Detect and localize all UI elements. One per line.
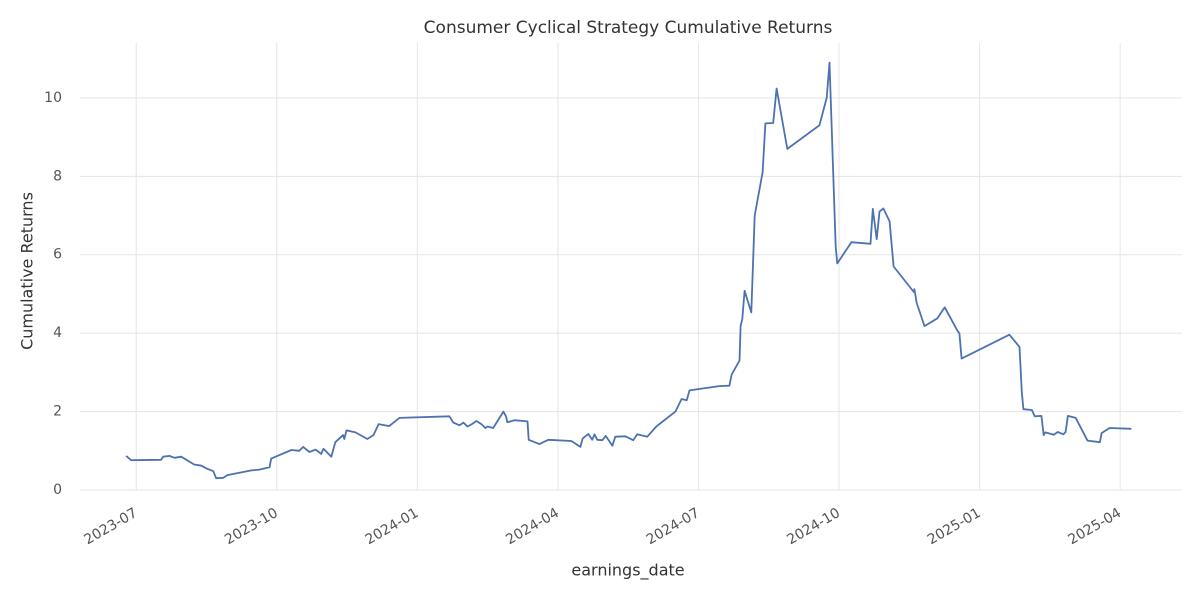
y-tick-label: 10 — [44, 90, 62, 106]
y-tick-label: 2 — [53, 404, 62, 420]
x-tick-label: 2025-01 — [925, 505, 984, 548]
x-tick-label: 2024-10 — [784, 505, 843, 548]
y-axis-label: Cumulative Returns — [18, 192, 37, 350]
y-tick-label: 4 — [53, 325, 62, 341]
x-tick-label: 2024-04 — [503, 505, 562, 548]
y-tick-label: 0 — [53, 482, 62, 498]
data-line — [125, 61, 1132, 480]
x-tick-label: 2023-07 — [82, 505, 141, 548]
x-axis-label: earnings_date — [571, 561, 684, 581]
chart-title: Consumer Cyclical Strategy Cumulative Re… — [424, 18, 833, 38]
y-tick-label: 6 — [53, 247, 62, 263]
x-tick-label: 2024-01 — [363, 505, 422, 548]
y-tick-label: 8 — [53, 168, 62, 184]
x-tick-label: 2024-07 — [644, 505, 703, 548]
x-tick-label: 2023-10 — [222, 505, 281, 548]
x-tick-label: 2025-04 — [1065, 505, 1124, 548]
